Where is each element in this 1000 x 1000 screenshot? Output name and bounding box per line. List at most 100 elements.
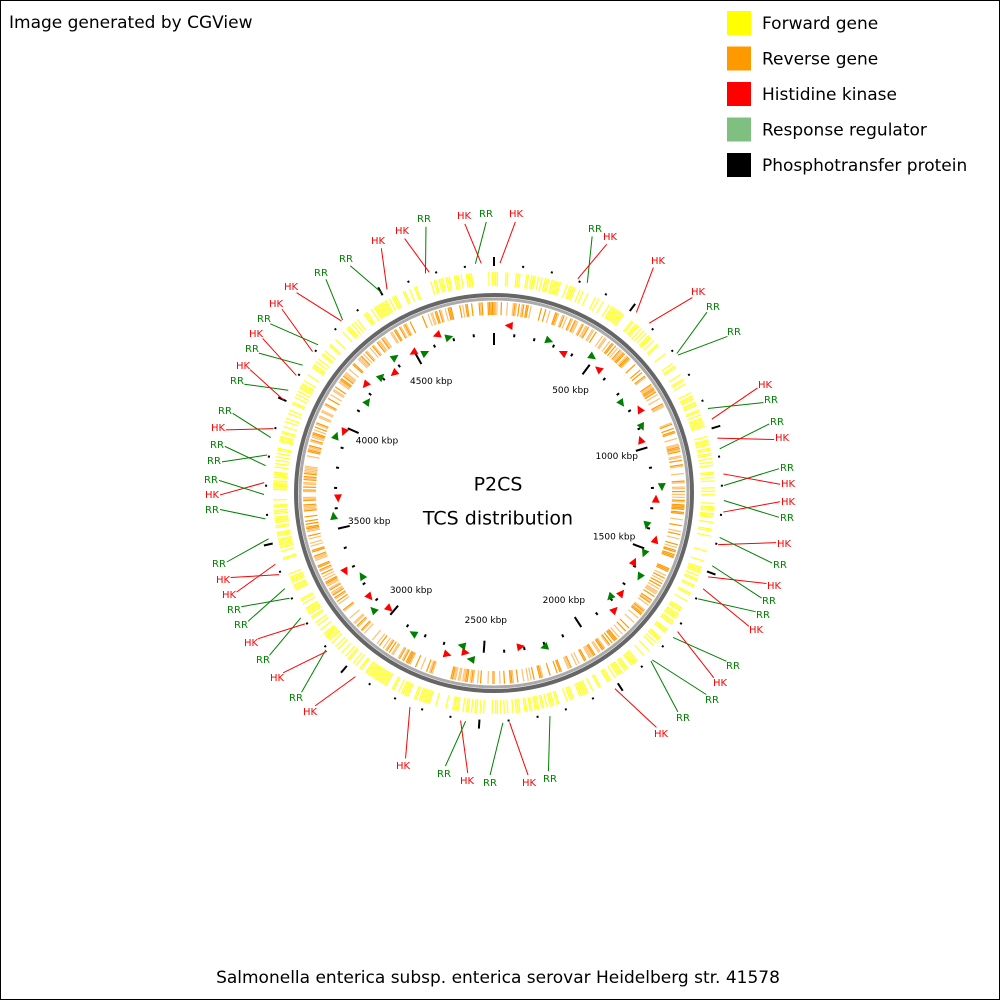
forward-gene	[574, 289, 581, 303]
forward-gene	[278, 440, 293, 446]
tcs-marker	[616, 589, 625, 599]
feature-leader	[677, 335, 728, 356]
reverse-gene	[313, 429, 327, 435]
forward-gene	[373, 666, 383, 680]
feature-leader	[711, 387, 758, 420]
feature-label: RR	[676, 713, 690, 724]
tcs-marker	[461, 647, 470, 656]
feature-label: RR	[257, 314, 271, 325]
feature-leader	[708, 576, 767, 584]
inner-tick	[423, 634, 427, 638]
reverse-gene	[332, 390, 345, 399]
forward-gene	[549, 280, 555, 294]
feature-label: HK	[749, 625, 764, 636]
forward-gene	[404, 290, 411, 304]
forward-gene	[316, 616, 329, 627]
reverse-gene	[308, 446, 322, 451]
reverse-gene	[402, 649, 411, 662]
reverse-gene	[651, 403, 664, 411]
reverse-gene	[479, 302, 483, 316]
forward-gene	[678, 586, 692, 594]
reverse-gene	[447, 307, 452, 321]
forward-gene	[307, 374, 320, 383]
forward-gene	[663, 610, 677, 620]
reverse-gene	[306, 524, 320, 528]
reverse-gene	[308, 535, 322, 540]
reverse-gene	[469, 669, 473, 683]
feature-leader	[219, 482, 265, 496]
forward-gene	[288, 568, 302, 575]
forward-gene	[366, 661, 376, 675]
inner-tick	[340, 446, 344, 450]
forward-gene	[601, 669, 611, 682]
forward-gene	[279, 542, 294, 547]
forward-gene	[568, 286, 575, 301]
feature-leader	[547, 716, 551, 772]
feature-leader	[232, 412, 272, 438]
outer-tick	[679, 622, 683, 625]
reverse-gene	[329, 583, 342, 591]
outer-tick	[407, 280, 410, 283]
forward-gene	[273, 483, 288, 486]
reverse-gene	[645, 585, 658, 594]
forward-gene	[355, 654, 366, 666]
reverse-gene	[303, 478, 317, 482]
forward-gene	[695, 440, 710, 446]
reverse-gene	[584, 645, 592, 658]
forward-gene	[629, 325, 640, 338]
feature-leader	[672, 636, 727, 662]
forward-gene	[457, 274, 461, 289]
reverse-gene	[665, 443, 679, 448]
reverse-gene	[465, 304, 469, 318]
reverse-gene	[519, 304, 523, 318]
forward-gene	[555, 282, 562, 296]
reverse-gene	[648, 397, 661, 406]
forward-gene	[400, 680, 408, 694]
forward-gene	[379, 670, 388, 683]
forward-gene	[616, 659, 626, 672]
forward-gene	[274, 466, 289, 470]
reverse-gene	[307, 449, 321, 454]
reverse-gene	[320, 568, 334, 575]
reverse-gene	[322, 570, 335, 578]
reverse-gene	[671, 500, 685, 503]
forward-gene	[631, 327, 642, 340]
reverse-gene	[377, 340, 387, 352]
reverse-gene	[582, 646, 591, 659]
forward-gene	[326, 628, 339, 639]
tcs-marker	[616, 397, 625, 407]
reverse-gene	[470, 669, 474, 683]
reverse-gene	[536, 665, 541, 679]
forward-gene	[433, 280, 439, 294]
forward-gene	[607, 307, 616, 321]
forward-gene	[561, 284, 568, 298]
forward-gene	[681, 398, 695, 406]
reverse-gene	[634, 601, 646, 611]
reverse-gene	[318, 416, 331, 423]
inner-tick	[523, 646, 526, 651]
forward-gene	[324, 625, 336, 636]
reverse-gene	[601, 340, 611, 352]
reverse-gene	[649, 579, 661, 587]
reverse-gene	[312, 431, 326, 438]
reverse-gene	[512, 303, 516, 317]
forward-gene	[322, 352, 334, 363]
reverse-gene	[651, 574, 664, 582]
inner-tick	[632, 564, 637, 568]
forward-gene	[291, 576, 305, 583]
tcs-marker	[609, 606, 618, 616]
forward-gene	[649, 628, 662, 639]
tcs-marker	[516, 643, 526, 652]
feature-leader	[509, 722, 529, 776]
reverse-gene	[591, 641, 600, 653]
reverse-gene	[408, 651, 415, 665]
forward-gene	[568, 685, 575, 700]
scale-label: 4500 kbp	[410, 377, 453, 387]
forward-gene	[377, 669, 387, 682]
forward-gene	[274, 516, 289, 520]
caption: Salmonella enterica subsp. enterica sero…	[216, 968, 780, 988]
reverse-gene	[406, 651, 414, 664]
outer-tick	[297, 373, 301, 377]
feature-label: RR	[234, 620, 248, 631]
reverse-gene	[382, 337, 391, 349]
